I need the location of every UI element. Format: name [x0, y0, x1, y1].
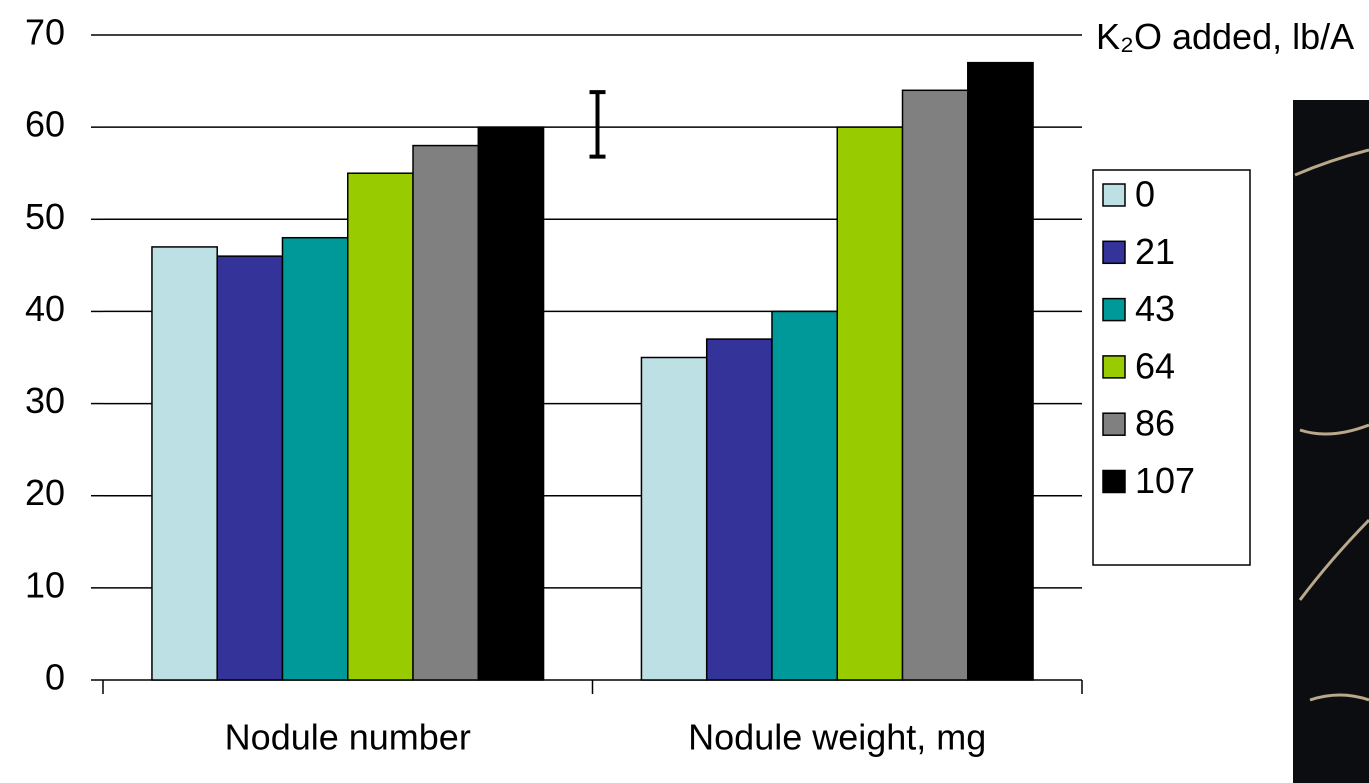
error-bar — [589, 90, 606, 159]
legend-label: 0 — [1135, 174, 1155, 215]
legend-swatch — [1102, 183, 1126, 207]
legend-label: 21 — [1135, 231, 1175, 272]
bar — [967, 61, 1034, 681]
legend-label: 86 — [1135, 403, 1175, 444]
x-tick-label: Nodule number — [225, 717, 471, 758]
y-tick-label: 50 — [25, 196, 65, 237]
bar — [281, 236, 349, 681]
bar — [151, 246, 218, 681]
legend-swatch — [1102, 297, 1126, 322]
bar — [477, 126, 545, 681]
bar — [836, 126, 904, 681]
y-tick-label: 10 — [25, 564, 65, 605]
bar — [216, 255, 284, 681]
x-tick-label: Nodule weight, mg — [688, 717, 986, 758]
bar — [412, 144, 480, 681]
y-tick-label: 0 — [45, 657, 65, 698]
bar — [347, 172, 414, 681]
legend-swatch — [1102, 412, 1126, 436]
y-tick-label: 30 — [25, 380, 65, 421]
bar — [901, 89, 969, 681]
bar — [705, 338, 773, 681]
bar — [640, 356, 708, 681]
y-tick-label: 60 — [25, 104, 65, 145]
legend-label: 64 — [1135, 345, 1175, 386]
legend-swatch — [1102, 240, 1126, 265]
bar — [771, 310, 839, 681]
legend-label: 43 — [1135, 288, 1175, 329]
y-tick-label: 70 — [25, 12, 65, 53]
photo — [1293, 100, 1369, 783]
legend-title: K₂O added, lb/A — [1096, 16, 1355, 57]
legend-label: 107 — [1135, 460, 1195, 501]
photo-roots — [1294, 148, 1369, 702]
y-tick-label: 40 — [25, 288, 65, 329]
legend-swatch — [1102, 469, 1126, 494]
legend-swatch — [1102, 355, 1126, 379]
y-tick-label: 20 — [25, 472, 65, 513]
